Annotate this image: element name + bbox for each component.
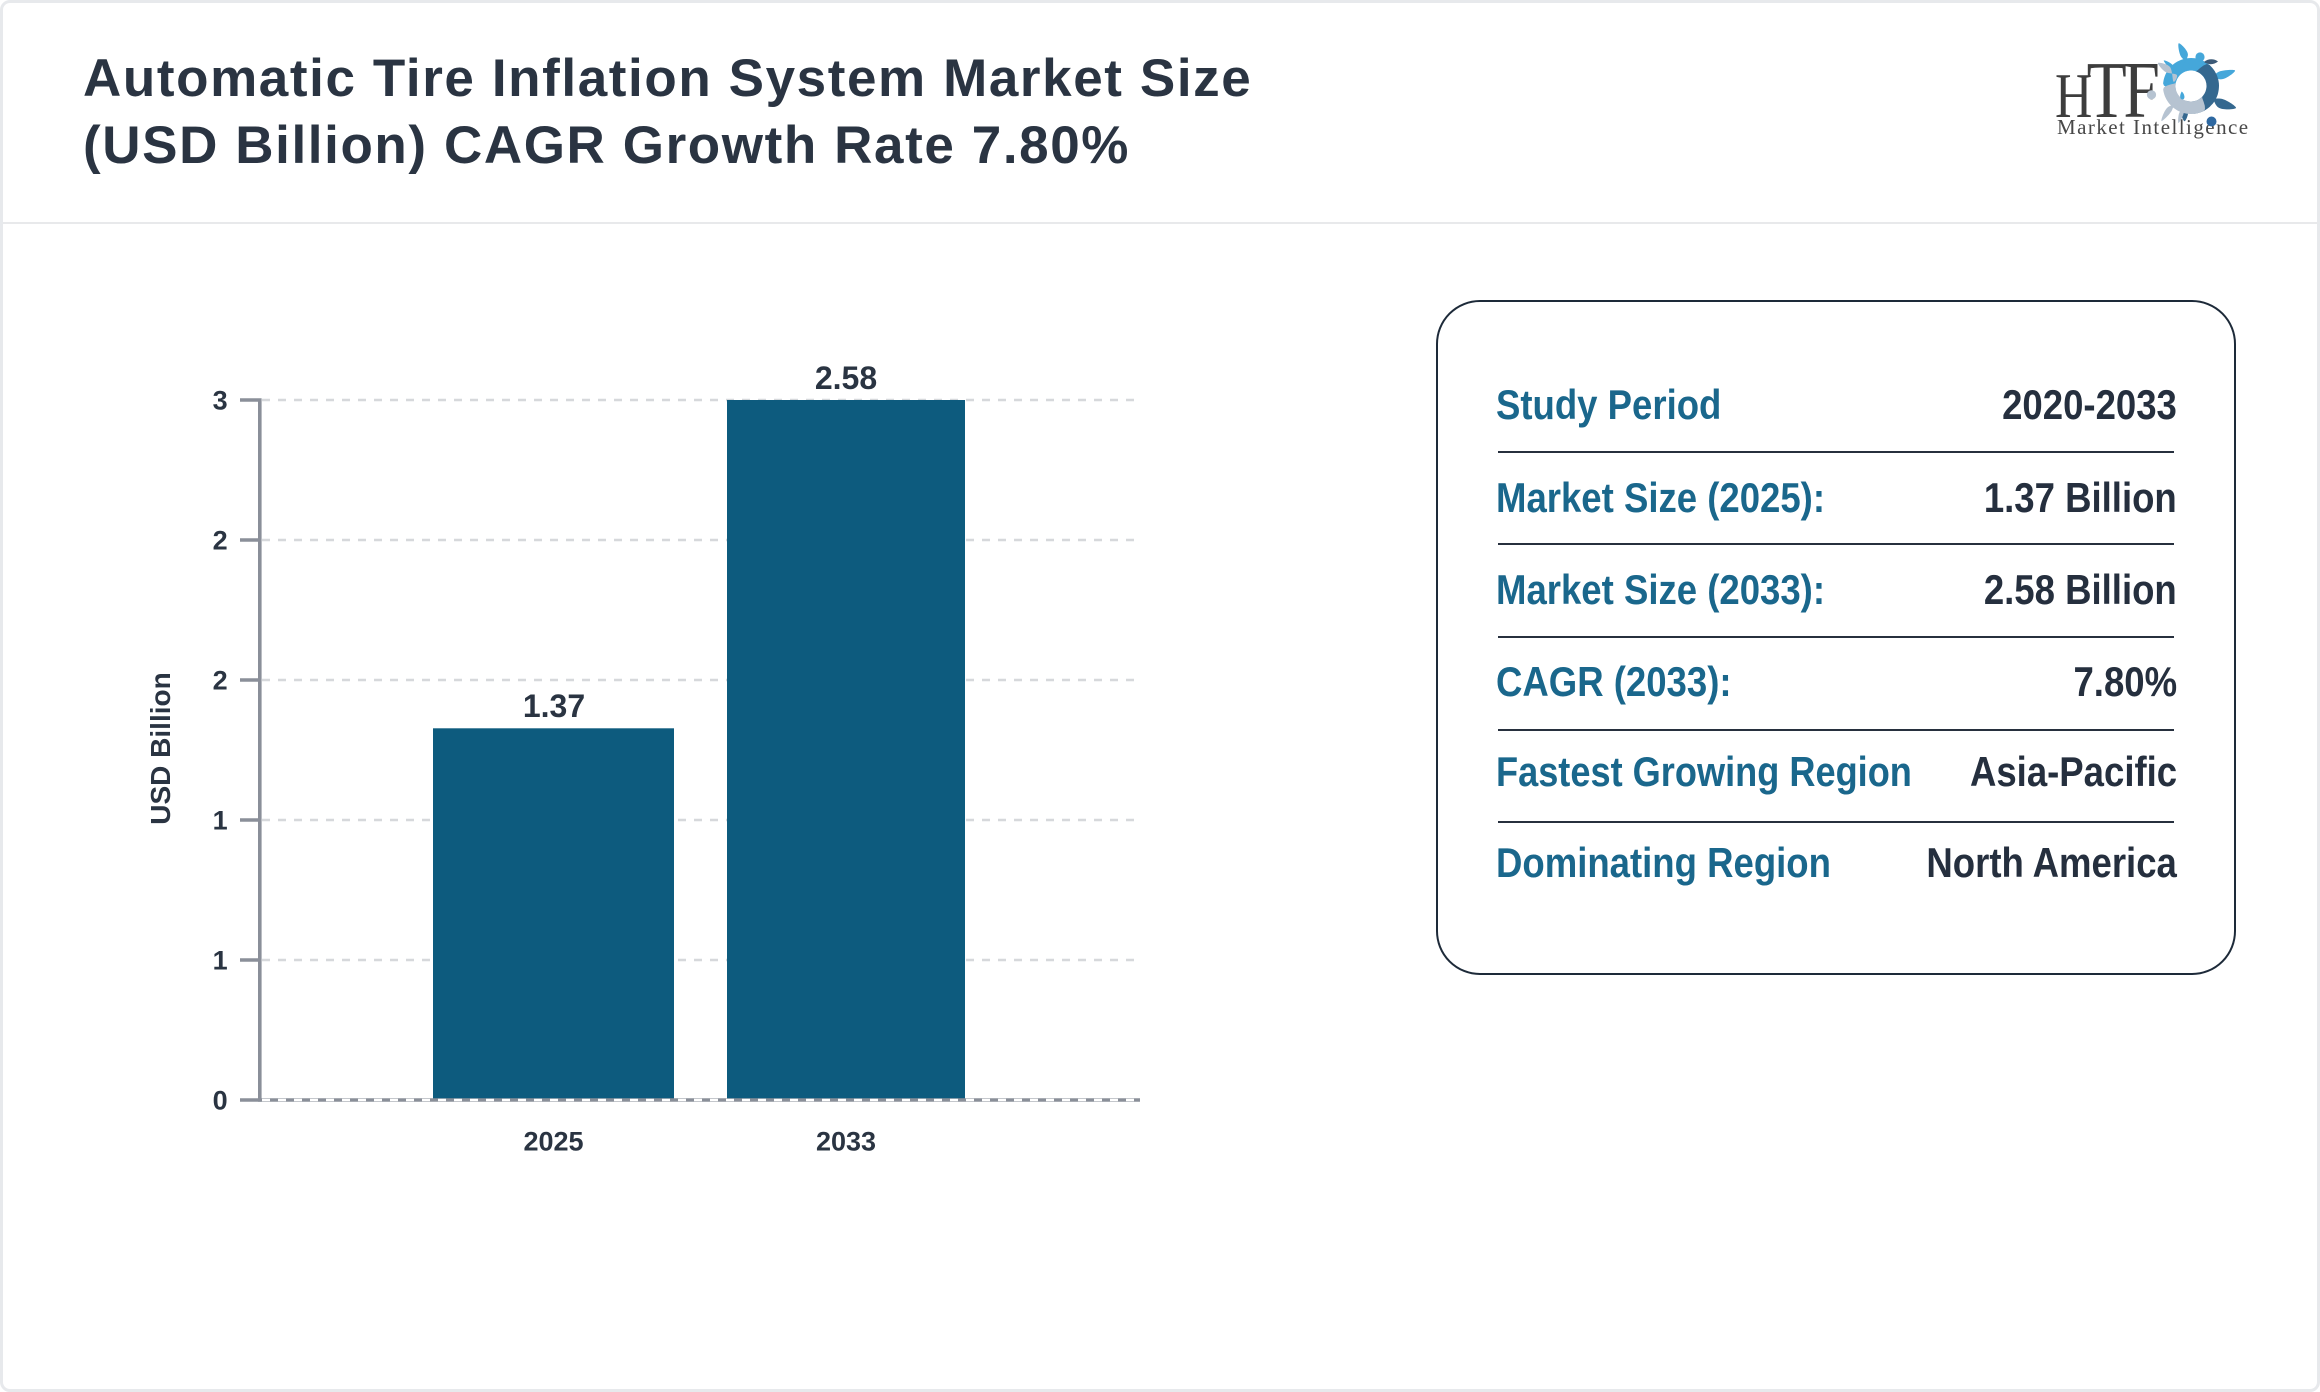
svg-text:1: 1 — [213, 806, 228, 836]
svg-text:3: 3 — [213, 386, 228, 416]
svg-text:2033: 2033 — [816, 1127, 876, 1157]
svg-text:2.58: 2.58 — [815, 360, 877, 396]
svg-text:1.37: 1.37 — [523, 688, 585, 724]
svg-text:1: 1 — [213, 946, 228, 976]
svg-text:2025: 2025 — [523, 1127, 583, 1157]
svg-text:USD Billion: USD Billion — [145, 672, 176, 824]
svg-text:2: 2 — [213, 666, 228, 696]
svg-text:2: 2 — [213, 526, 228, 556]
svg-text:0: 0 — [213, 1086, 228, 1116]
